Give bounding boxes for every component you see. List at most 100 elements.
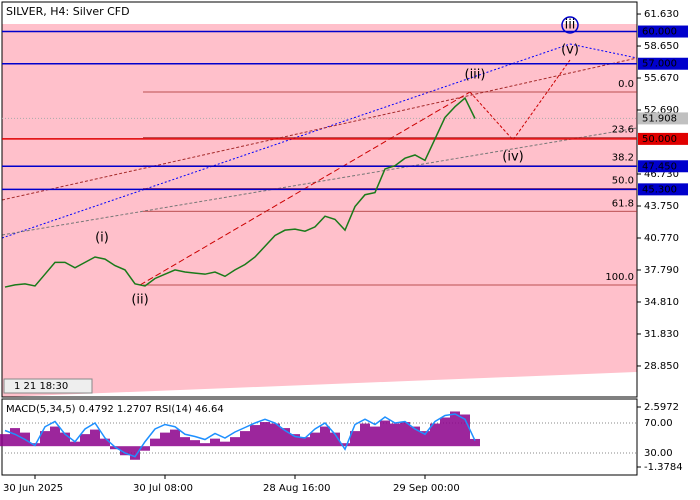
level-box — [638, 57, 688, 70]
macd-bar — [150, 438, 160, 447]
macd-bar — [200, 443, 210, 447]
chart-title: SILVER, H4: Silver CFD — [6, 5, 130, 18]
channel-band — [2, 24, 637, 397]
y-tick-label: 28.850 — [644, 361, 679, 372]
y-tick-label: 52.690 — [644, 105, 679, 116]
macd-bar — [390, 423, 400, 447]
wave-label: (v) — [561, 43, 579, 58]
level-box — [638, 132, 688, 145]
price-frame — [1, 1, 638, 398]
macd-bar — [90, 429, 100, 447]
macd-bar — [210, 438, 220, 447]
macd-bar — [370, 426, 380, 447]
rsi-line — [4, 413, 476, 458]
wave-circle — [561, 16, 579, 34]
y-tick-label: 46.730 — [644, 169, 679, 180]
macd-bar — [220, 441, 230, 447]
macd-bar — [360, 423, 370, 447]
macd-bar — [300, 437, 310, 447]
y-tick-label: 55.670 — [644, 73, 679, 84]
macd-bar — [170, 429, 180, 447]
macd-bar — [420, 431, 430, 447]
wave-label: (ii) — [131, 293, 148, 308]
fib-label: 23.6 — [612, 124, 634, 135]
macd-bar — [140, 446, 150, 451]
toolbar-text: 1 21 18:30 — [14, 381, 68, 392]
macd-bar — [180, 437, 190, 447]
macd-bar — [100, 438, 110, 447]
macd-bar — [80, 434, 90, 447]
macd-bar — [160, 432, 170, 447]
fib-label: 100.0 — [605, 272, 634, 283]
wave-projection — [469, 59, 571, 141]
macd-bar — [410, 426, 420, 447]
macd-bar — [60, 432, 70, 447]
y2-tick-label: 30.00 — [644, 448, 673, 459]
y-tick-label: 31.830 — [644, 329, 679, 340]
current-price-box — [638, 112, 688, 125]
macd-bar — [260, 422, 270, 447]
trend-line — [1, 127, 638, 236]
current-price-label: 51.908 — [642, 113, 677, 124]
macd-bar — [270, 423, 280, 447]
macd-bar — [40, 431, 50, 447]
macd-bar — [400, 422, 410, 447]
macd-bar — [0, 434, 10, 447]
level-label: 60.000 — [642, 27, 677, 38]
wave-label: iii — [565, 18, 576, 33]
macd-bar — [120, 446, 130, 456]
price-line — [4, 96, 476, 288]
macd-bar — [190, 440, 200, 447]
y2-tick-label: 70.00 — [644, 418, 673, 429]
macd-bar — [10, 428, 20, 447]
y-tick-label: 43.750 — [644, 201, 679, 212]
y-tick-label: 58.650 — [644, 41, 679, 52]
macd-bar — [310, 432, 320, 447]
macd-bar — [450, 411, 460, 447]
level-box — [638, 25, 688, 38]
trend-line — [569, 43, 638, 59]
trend-line — [1, 43, 571, 239]
macd-bar — [130, 446, 140, 460]
macd-bar — [250, 425, 260, 447]
fib-label: 38.2 — [612, 153, 634, 164]
macd-bar — [290, 434, 300, 447]
macd-bar — [320, 426, 330, 447]
macd-bar — [50, 426, 60, 447]
x-tick-label: 30 Jul 08:00 — [133, 483, 193, 494]
x-tick-label: 28 Aug 16:00 — [263, 483, 330, 494]
fib-label: 50.0 — [612, 175, 634, 186]
x-tick-label: 29 Sep 00:00 — [393, 483, 460, 494]
macd-bar — [460, 414, 470, 447]
macd-bar — [340, 443, 350, 447]
y-tick-label: 37.790 — [644, 265, 679, 276]
wave-label: (iv) — [502, 150, 523, 165]
macd-bar — [70, 441, 80, 447]
level-label: 47.450 — [642, 161, 677, 172]
macd-bar — [440, 417, 450, 447]
macd-bar — [430, 423, 440, 447]
level-box — [638, 160, 688, 173]
fib-label: 0.0 — [618, 79, 634, 90]
y-tick-label: -1.3784 — [644, 462, 683, 473]
level-label: 57.000 — [642, 59, 677, 70]
macd-bar — [330, 432, 340, 447]
macd-bar — [240, 431, 250, 447]
macd-bar — [280, 428, 290, 447]
x-tick-label: 30 Jun 2025 — [3, 483, 63, 494]
macd-bar — [380, 420, 390, 447]
macd-bar — [470, 438, 480, 447]
fib-label: 61.8 — [612, 198, 634, 209]
y-tick-label: 40.770 — [644, 233, 679, 244]
wave-label: (i) — [95, 231, 109, 246]
toolbar[interactable] — [3, 378, 93, 394]
macd-bar — [230, 437, 240, 447]
y-tick-label: 2.5972 — [644, 402, 679, 413]
wave-label: (iii) — [465, 68, 486, 83]
y-tick-label: 34.810 — [644, 297, 679, 308]
macd-bar — [350, 431, 360, 447]
indicator-title: MACD(5,34,5) 0.4792 1.2707 RSI(14) 46.64 — [6, 404, 224, 415]
level-box — [638, 183, 688, 196]
y-tick-label: 61.630 — [644, 9, 679, 20]
